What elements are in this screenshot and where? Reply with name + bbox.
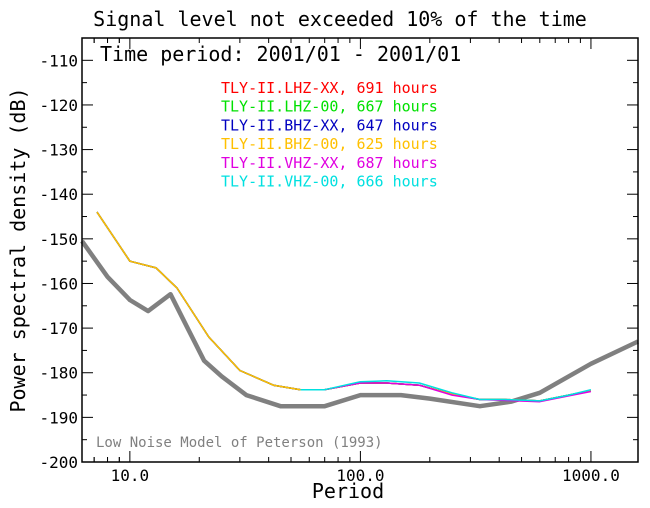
plot-frame — [81, 37, 639, 463]
x-axis-label: Period — [312, 479, 384, 503]
chart-title: Signal level not exceeded 10% of the tim… — [93, 7, 587, 31]
y-tick-label: -140 — [39, 185, 78, 204]
y-tick-label: -170 — [39, 319, 78, 338]
series-line — [300, 382, 592, 403]
series-line — [96, 211, 592, 402]
y-tick-label: -160 — [39, 274, 78, 293]
series-line — [96, 211, 592, 402]
y-tick-label: -190 — [39, 408, 78, 427]
low-noise-model-line — [80, 239, 639, 409]
series-line — [96, 211, 592, 402]
y-tick-label: -120 — [39, 96, 78, 115]
series-layer — [80, 211, 639, 409]
legend-entry: TLY-II.LHZ-00, 667 hours — [221, 98, 438, 116]
series-line — [96, 211, 592, 402]
legend-entry: TLY-II.VHZ-00, 666 hours — [221, 173, 438, 191]
y-axis-label: Power spectral density (dB) — [6, 87, 30, 412]
series-line — [300, 380, 592, 402]
chart-subtitle: Time period: 2001/01 - 2001/01 — [100, 42, 461, 66]
y-tick-label: -130 — [39, 141, 78, 160]
legend-entry: TLY-II.BHZ-XX, 647 hours — [221, 116, 438, 134]
legend-entry: TLY-II.LHZ-XX, 691 hours — [221, 79, 438, 97]
y-tick-label: -110 — [39, 51, 78, 70]
x-tick-label: 10.0 — [111, 466, 150, 485]
y-tick-label: -180 — [39, 364, 78, 383]
y-tick-label: -200 — [39, 453, 78, 472]
x-tick-label: 100.0 — [336, 466, 384, 485]
legend-entry: TLY-II.BHZ-00, 625 hours — [221, 135, 438, 153]
x-tick-label: 1000.0 — [562, 466, 620, 485]
legend-entry: TLY-II.VHZ-XX, 687 hours — [221, 154, 438, 172]
y-tick-label: -150 — [39, 230, 78, 249]
axis-layer: -200 -190 -180 -170 -160 -150 -140 -130 -120 -110… — [39, 37, 638, 485]
model-annotation: Low Noise Model of Peterson (1993) — [96, 435, 383, 451]
